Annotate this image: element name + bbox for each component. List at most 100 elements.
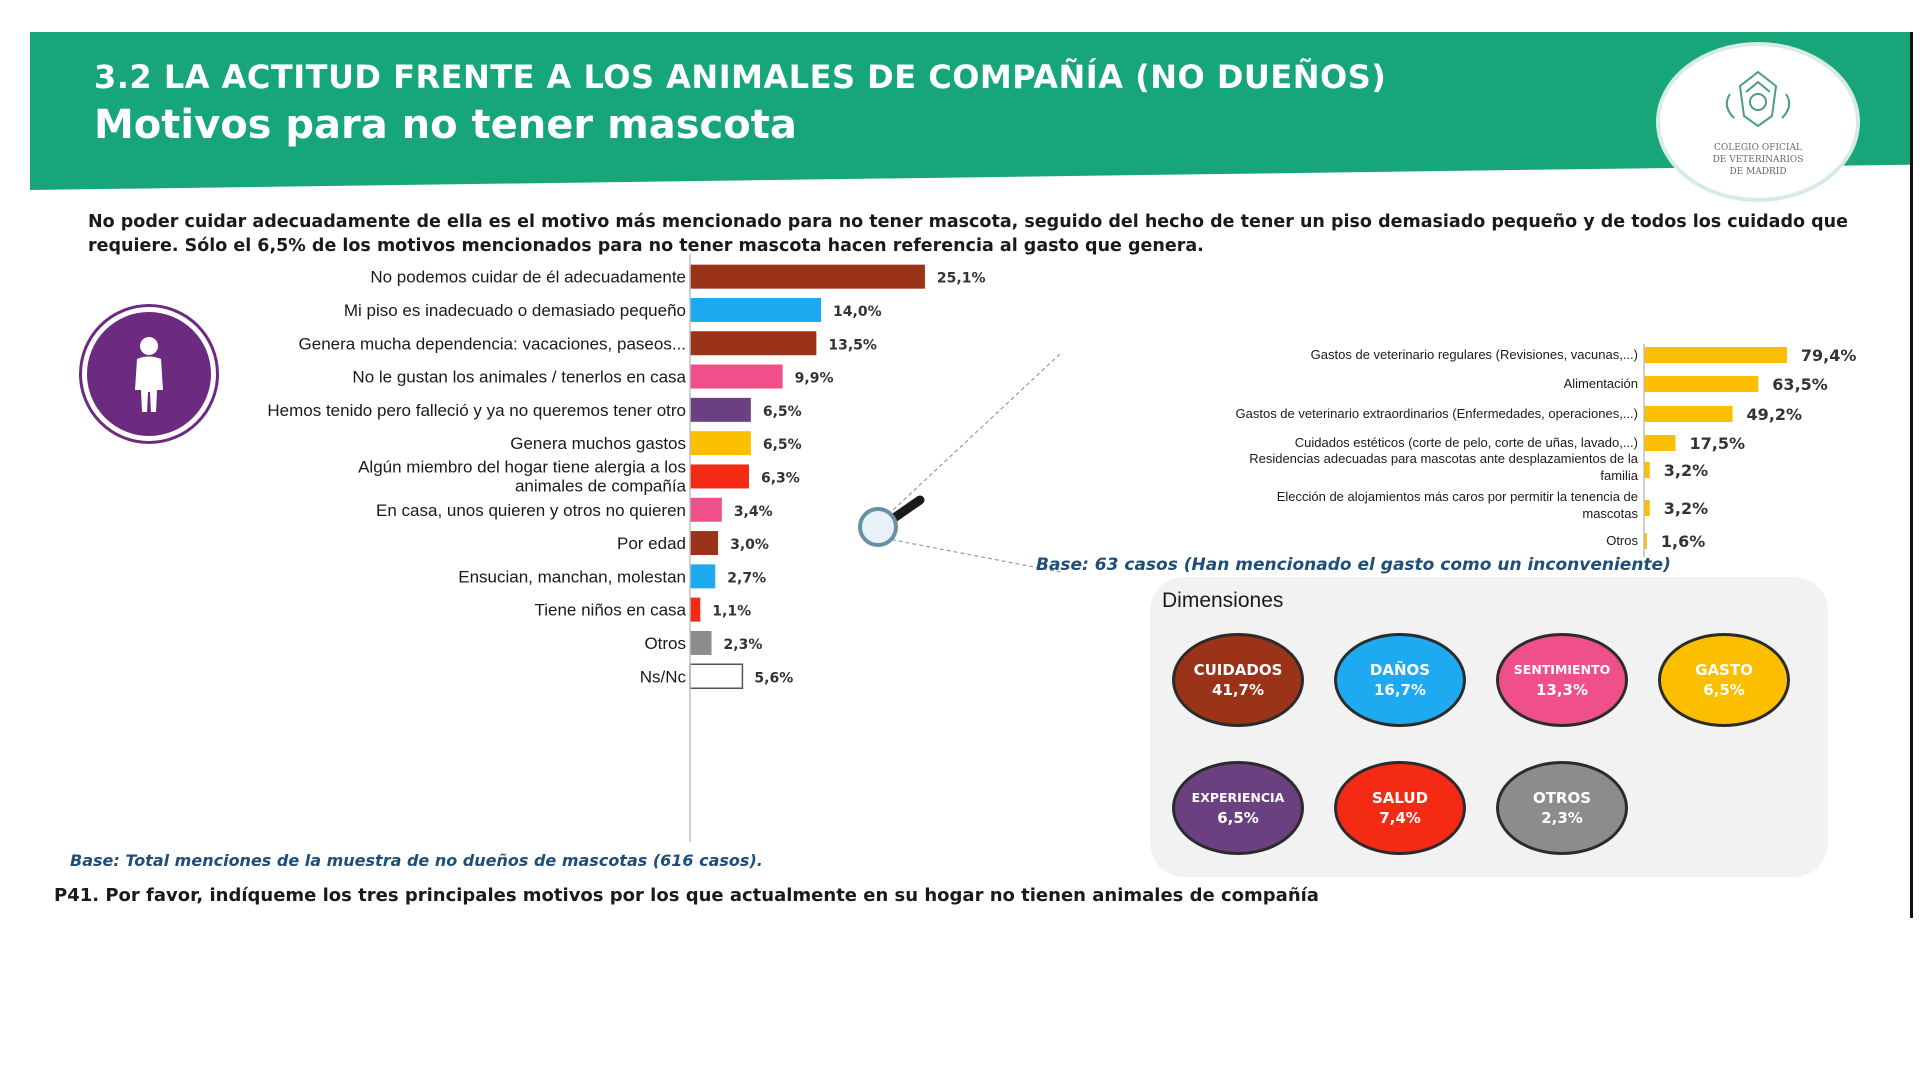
- magnifier-icon: [858, 495, 925, 547]
- dimension-cuidados: CUIDADOS 41,7%: [1172, 633, 1304, 727]
- dimension-salud: SALUD 7,4%: [1334, 761, 1466, 855]
- value-label-no-podemos-cuidar-de-el-adecuadamente: 25,1%: [937, 271, 986, 287]
- bar-label-otros: Otros: [644, 634, 686, 653]
- value-label-algun-miembro-del-hogar-tiene-alergia-a-: 6,3%: [761, 470, 800, 486]
- bar-label-ns-nc: Ns/Nc: [640, 667, 687, 686]
- question-text: P41. Por favor, indíqueme los tres princ…: [54, 885, 1319, 906]
- bar-genera-mucha-dependencia-vacaciones-pase: [690, 331, 817, 356]
- gasto-value-cuidados-esteticos-corte-de-pelo-corte-d: 17,5%: [1690, 434, 1746, 453]
- dimension-name: DAÑOS: [1369, 661, 1431, 679]
- gasto-label-alimentacion: Alimentación: [1564, 376, 1638, 391]
- dimension-value: 6,5%: [1703, 681, 1745, 699]
- page-title: Motivos para no tener mascota: [94, 102, 797, 148]
- bar-label-genera-muchos-gastos: Genera muchos gastos: [510, 434, 686, 453]
- gasto-bar-alimentacion: [1644, 376, 1759, 392]
- value-label-ensucian-manchan-molestan: 2,7%: [727, 570, 766, 586]
- gasto-bar-otros: [1644, 533, 1647, 549]
- gasto-value-otros: 1,6%: [1661, 532, 1705, 551]
- bar-no-podemos-cuidar-de-el-adecuadamente: [690, 264, 925, 289]
- dimension-experiencia: EXPERIENCIA 6,5%: [1172, 761, 1304, 855]
- dimension-value: 16,7%: [1373, 681, 1427, 699]
- base-right-note: Base: 63 casos (Han mencionado el gasto …: [1036, 555, 1671, 575]
- bar-mi-piso-es-inadecuado-o-demasiado-pequen: [690, 297, 822, 322]
- value-label-ns-nc: 5,6%: [754, 670, 793, 686]
- value-label-mi-piso-es-inadecuado-o-demasiado-pequen: 14,0%: [833, 304, 882, 320]
- dimensions-title: Dimensiones: [1162, 589, 1284, 612]
- dimension-value: 41,7%: [1211, 681, 1265, 699]
- bar-ns-nc: [689, 663, 744, 689]
- gasto-value-residencias-adecuadas-para-mascotas-ante: 3,2%: [1664, 461, 1708, 480]
- bar-label-tiene-ninos-en-casa: Tiene niños en casa: [534, 601, 686, 620]
- charts-svg: No podemos cuidar de él adecuadamente 25,…: [267, 254, 1857, 842]
- bar-label-mi-piso-es-inadecuado-o-demasiado-pequen: Mi piso es inadecuado o demasiado pequeñ…: [344, 301, 686, 320]
- gasto-value-eleccion-de-alojamientos-mas-caros-por-p: 3,2%: [1664, 499, 1708, 518]
- dimension-name: EXPERIENCIA: [1191, 790, 1285, 805]
- gasto-label-eleccion-de-alojamientos-mas-caros-por-p: Elección de alojamientos más caros por p…: [1277, 489, 1639, 521]
- dimension-value: 7,4%: [1379, 809, 1421, 827]
- gasto-label-otros: Otros: [1606, 533, 1638, 548]
- dimension-name: CUIDADOS: [1193, 661, 1283, 679]
- bar-label-en-casa-unos-quieren-y-otros-no-quieren: En casa, unos quieren y otros no quieren: [376, 501, 686, 520]
- gasto-bar-gastos-de-veterinario-extraordinarios-en: [1644, 406, 1733, 422]
- bar-tiene-ninos-en-casa: [690, 597, 701, 622]
- gasto-label-residencias-adecuadas-para-mascotas-ante: Residencias adecuadas para mascotas ante…: [1249, 451, 1639, 483]
- person-glyph: [135, 337, 163, 412]
- bar-otros: [690, 630, 712, 655]
- bar-hemos-tenido-pero-fallecio-y-ya-no-quere: [690, 397, 751, 422]
- value-label-otros: 2,3%: [724, 637, 763, 653]
- section-title: 3.2 LA ACTITUD FRENTE A LOS ANIMALES DE …: [94, 58, 1387, 96]
- dimension-value: 13,3%: [1535, 681, 1589, 699]
- base-left-note: Base: Total menciones de la muestra de n…: [70, 851, 763, 870]
- summary-text: No poder cuidar adecuadamente de ella es…: [88, 212, 1848, 256]
- bar-label-algun-miembro-del-hogar-tiene-alergia-a-: Algún miembro del hogar tiene alergia a …: [358, 457, 686, 495]
- bar-label-genera-mucha-dependencia-vacaciones-pase: Genera mucha dependencia: vacaciones, pa…: [299, 334, 686, 353]
- value-label-genera-mucha-dependencia-vacaciones-pase: 13,5%: [828, 337, 877, 353]
- dimensions-panel: Dimensiones CUIDADOS 41,7% DAÑOS 16,7% SENTI…: [1150, 577, 1828, 877]
- dimension-gasto: GASTO 6,5%: [1658, 633, 1790, 727]
- bar-no-le-gustan-los-animales-tenerlos-en-ca: [690, 364, 783, 389]
- logo-text: COLEGIO OFICIAL DE VETERINARIOS DE MADRI…: [1712, 143, 1804, 177]
- value-label-tiene-ninos-en-casa: 1,1%: [712, 604, 751, 620]
- dimension-name: SENTIMIENTO: [1513, 662, 1611, 677]
- bar-por-edad: [690, 531, 719, 556]
- gasto-bar-gastos-de-veterinario-regulares-revision: [1644, 347, 1787, 363]
- dimension-name: SALUD: [1371, 789, 1429, 807]
- dimension-name: OTROS: [1532, 789, 1592, 807]
- bar-ensucian-manchan-molestan: [690, 564, 716, 589]
- dimension-value: 6,5%: [1217, 809, 1259, 827]
- gasto-bar-cuidados-esteticos-corte-de-pelo-corte-d: [1644, 435, 1676, 451]
- bar-label-hemos-tenido-pero-fallecio-y-ya-no-quere: Hemos tenido pero falleció y ya no quere…: [267, 401, 686, 420]
- slide: 3.2 LA ACTITUD FRENTE A LOS ANIMALES DE …: [30, 32, 1913, 918]
- crest-icon: [1725, 70, 1791, 128]
- main-bar-chart: No podemos cuidar de él adecuadamente 25,…: [267, 264, 986, 689]
- college-logo: COLEGIO OFICIAL DE VETERINARIOS DE MADRI…: [1656, 42, 1860, 202]
- value-label-genera-muchos-gastos: 6,5%: [763, 437, 802, 453]
- gasto-value-alimentacion: 63,5%: [1772, 375, 1828, 394]
- bar-label-ensucian-manchan-molestan: Ensucian, manchan, molestan: [458, 567, 686, 586]
- dimension-danos: DAÑOS 16,7%: [1334, 633, 1466, 727]
- bar-label-no-le-gustan-los-animales-tenerlos-en-ca: No le gustan los animales / tenerlos en …: [352, 368, 686, 387]
- bar-label-no-podemos-cuidar-de-el-adecuadamente: No podemos cuidar de él adecuadamente: [370, 268, 686, 287]
- value-label-por-edad: 3,0%: [730, 537, 769, 553]
- zoom-line-bottom: [877, 536, 1061, 573]
- value-label-no-le-gustan-los-animales-tenerlos-en-ca: 9,9%: [795, 371, 834, 387]
- value-label-hemos-tenido-pero-fallecio-y-ya-no-quere: 6,5%: [763, 404, 802, 420]
- gasto-label-gastos-de-veterinario-extraordinarios-en: Gastos de veterinario extraordinarios (E…: [1236, 406, 1638, 421]
- dimension-name: GASTO: [1695, 661, 1753, 679]
- person-icon: [82, 307, 216, 441]
- bar-label-por-edad: Por edad: [617, 534, 686, 553]
- gasto-bar-eleccion-de-alojamientos-mas-caros-por-p: [1644, 500, 1650, 516]
- gasto-bar-chart: Gastos de veterinario regulares (Revisio…: [1236, 346, 1857, 551]
- zoom-line-top: [877, 353, 1061, 525]
- dimension-value: 2,3%: [1541, 809, 1583, 827]
- dimension-otros: OTROS 2,3%: [1496, 761, 1628, 855]
- bar-genera-muchos-gastos: [690, 431, 751, 456]
- gasto-label-gastos-de-veterinario-regulares-revision: Gastos de veterinario regulares (Revisio…: [1311, 347, 1638, 362]
- bar-algun-miembro-del-hogar-tiene-alergia-a-: [690, 464, 749, 489]
- dimension-sentimiento: SENTIMIENTO 13,3%: [1496, 633, 1628, 727]
- bar-en-casa-unos-quieren-y-otros-no-quieren: [690, 497, 722, 522]
- header-band: [30, 32, 1910, 190]
- gasto-label-cuidados-esteticos-corte-de-pelo-corte-d: Cuidados estéticos (corte de pelo, corte…: [1295, 435, 1638, 450]
- gasto-value-gastos-de-veterinario-regulares-revision: 79,4%: [1801, 346, 1857, 365]
- gasto-value-gastos-de-veterinario-extraordinarios-en: 49,2%: [1747, 405, 1803, 424]
